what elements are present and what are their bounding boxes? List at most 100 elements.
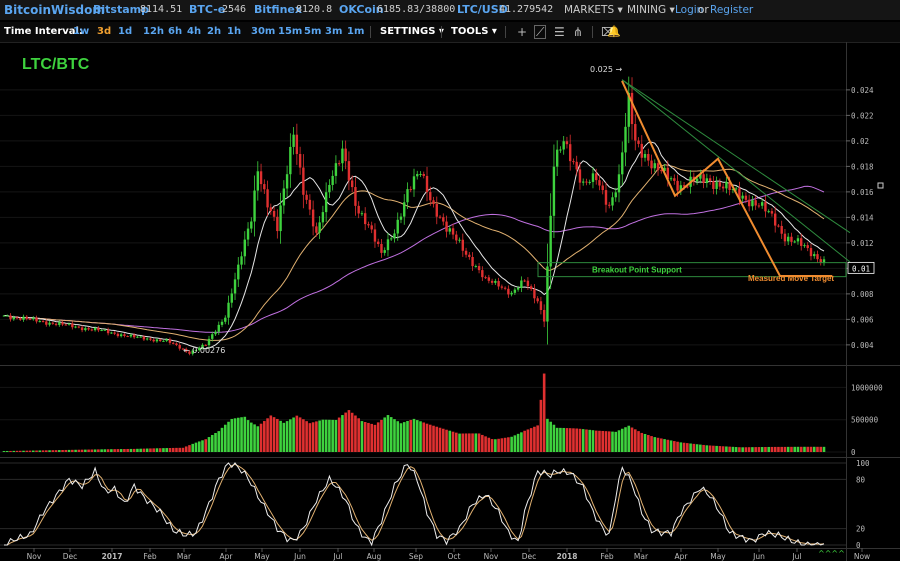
candle-body <box>624 126 627 153</box>
interval-30m-button[interactable]: 30m <box>251 26 276 37</box>
volume-bar <box>777 446 780 452</box>
grid-layer <box>0 42 900 561</box>
volume-bar <box>74 449 77 452</box>
volume-bar <box>725 446 728 452</box>
candle-body <box>100 330 103 332</box>
brand-logo-link[interactable]: BitcoinWisdom <box>4 3 105 17</box>
interval-3d-button[interactable]: 3d <box>97 26 112 37</box>
candle-body <box>578 169 582 183</box>
mining-menu[interactable]: MINING ▾ <box>627 0 675 20</box>
volume-bar <box>341 415 344 452</box>
candle-body <box>813 254 816 257</box>
markets-menu[interactable]: MARKETS ▾ <box>564 0 623 20</box>
candle-body <box>162 340 165 342</box>
oscillator-main-line <box>4 462 825 547</box>
volume-bar <box>507 437 510 452</box>
volume-bar <box>555 427 559 452</box>
candle-body <box>344 148 347 162</box>
candle-body <box>731 189 735 191</box>
volume-bar <box>669 440 673 452</box>
candle-body <box>282 188 286 206</box>
fibonacci-icon[interactable]: ☰ <box>554 25 565 39</box>
volume-bar <box>682 442 686 452</box>
crosshair-icon[interactable]: + <box>517 25 528 39</box>
candle-body <box>513 289 517 293</box>
time-interval-label: Time Interval: <box>4 26 83 37</box>
exchange-ltcusd-link[interactable]: LTC/USD <box>457 3 508 16</box>
time-tick-label: Nov <box>27 552 42 561</box>
interval-15m-button[interactable]: 15m <box>278 26 303 37</box>
volume-bar <box>708 445 712 452</box>
exchange-bitfinex-link[interactable]: Bitfinex <box>254 3 302 16</box>
pitchfork-icon[interactable]: ⋔ <box>573 25 584 39</box>
candle-body <box>324 192 328 213</box>
volume-bar <box>425 423 429 452</box>
volume-tick-label: 500000 <box>851 416 879 425</box>
candle-body <box>445 221 448 232</box>
interval-6h-button[interactable]: 6h <box>168 26 183 37</box>
volume-bar <box>650 436 653 452</box>
candle-body <box>552 166 556 216</box>
volume-bar <box>175 447 178 452</box>
volume-bar <box>542 373 546 452</box>
bell-icon[interactable]: 🔔 <box>607 25 621 38</box>
candle-body <box>790 236 793 242</box>
current-price-box <box>847 261 875 274</box>
candle-body <box>370 225 373 230</box>
volume-bar <box>731 446 735 452</box>
delete-icon[interactable]: ⌧ <box>601 25 615 39</box>
candle-body <box>442 217 445 222</box>
volume-bar <box>754 447 757 452</box>
candle-body <box>611 197 614 206</box>
interval-4h-button[interactable]: 4h <box>187 26 202 37</box>
volume-bar <box>568 428 572 452</box>
candle-body <box>71 323 74 328</box>
register-link[interactable]: Register <box>710 4 754 16</box>
interval-1d-button[interactable]: 1d <box>118 26 133 37</box>
candle-body <box>656 163 660 171</box>
volume-bar <box>673 441 676 452</box>
candle-body <box>503 287 507 289</box>
interval-1m-button[interactable]: 1m <box>347 26 365 37</box>
volume-bar <box>279 420 282 452</box>
candle-body <box>74 326 77 328</box>
tools-menu[interactable]: TOOLS ▾ <box>451 22 497 42</box>
interval-3m-button[interactable]: 3m <box>325 26 343 37</box>
volume-bar <box>679 442 683 452</box>
candle-body <box>204 344 207 346</box>
candle-body <box>259 171 263 185</box>
interval-5m-button[interactable]: 5m <box>304 26 322 37</box>
interval-1w-button[interactable]: 1w <box>73 26 90 37</box>
volume-bar <box>448 430 452 452</box>
interval-12h-button[interactable]: 12h <box>143 26 165 37</box>
volume-bar <box>328 419 331 452</box>
volume-bar <box>549 421 552 452</box>
login-link[interactable]: Login <box>675 4 704 16</box>
volume-bar <box>770 446 774 452</box>
candle-body <box>106 329 110 334</box>
price-panel <box>2 76 826 356</box>
line-tool-icon[interactable]: ⟋ <box>534 25 547 39</box>
volume-bar <box>428 424 432 452</box>
time-tick-label: Oct <box>448 552 461 561</box>
interval-2h-button[interactable]: 2h <box>207 26 222 37</box>
volume-bar <box>490 439 494 452</box>
candle-body <box>432 200 435 205</box>
candle-body <box>110 332 113 334</box>
exchange-bitfinex-price: 8120.8 <box>296 4 333 15</box>
candle-body <box>526 280 530 287</box>
volume-bar <box>204 439 208 452</box>
volume-bar <box>367 422 370 452</box>
volume-bar <box>51 450 55 452</box>
volume-bar <box>624 427 627 452</box>
volume-bar <box>718 446 722 452</box>
exchange-okcoin-link[interactable]: OKCoin <box>339 3 384 16</box>
candle-body <box>780 225 783 234</box>
interval-1h-button[interactable]: 1h <box>227 26 242 37</box>
candle-body <box>725 181 728 189</box>
volume-bar <box>315 421 318 452</box>
exchange-bitstamp-link[interactable]: Bitstamp <box>93 3 149 16</box>
exchange-btce-link[interactable]: BTC-e <box>189 3 226 16</box>
volume-bar <box>201 440 204 452</box>
